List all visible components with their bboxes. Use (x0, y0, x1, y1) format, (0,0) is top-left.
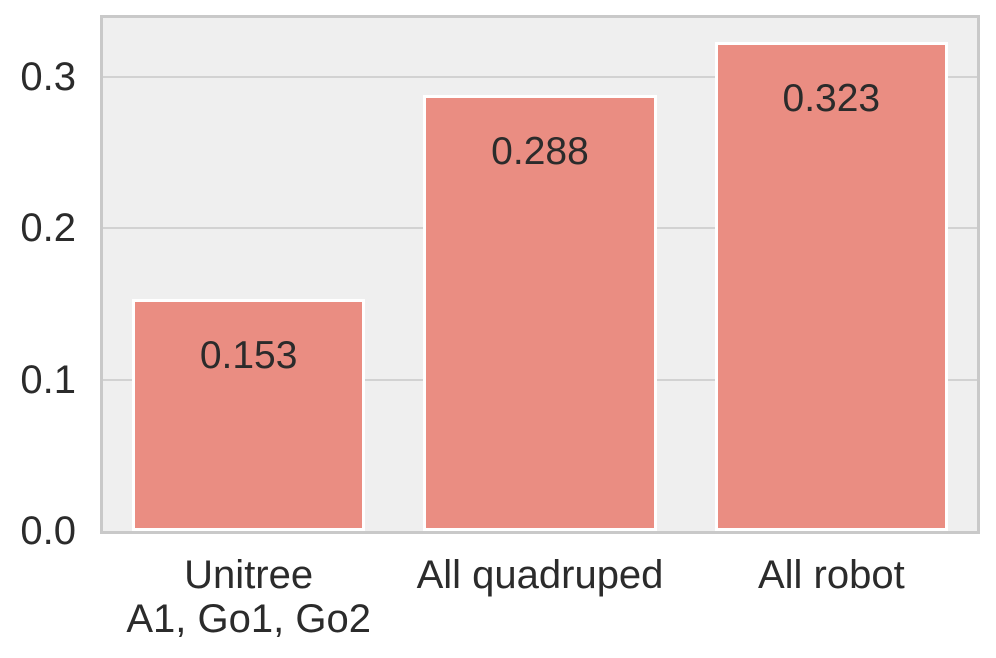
bar-value-label: 0.323 (782, 77, 881, 121)
y-tick-label: 0.3 (20, 55, 76, 100)
bar-3: 0.323 (714, 42, 948, 531)
bar-2: 0.288 (423, 95, 657, 531)
bar-value-label: 0.153 (199, 334, 298, 378)
y-tick-label: 0.2 (20, 206, 76, 251)
y-gridline (103, 76, 977, 79)
y-tick-label: 0.1 (20, 357, 76, 402)
x-tick-label: All robot (757, 553, 905, 597)
x-tick-label: All quadruped (416, 553, 664, 597)
bar-1: 0.153 (132, 299, 366, 531)
bar-value-label: 0.288 (491, 130, 589, 174)
y-tick-label: 0.0 (20, 509, 76, 553)
plot-area: 0.153 0.288 0.323 (100, 15, 980, 534)
x-tick-label: Unitree A1, Go1, Go2 (126, 553, 371, 641)
